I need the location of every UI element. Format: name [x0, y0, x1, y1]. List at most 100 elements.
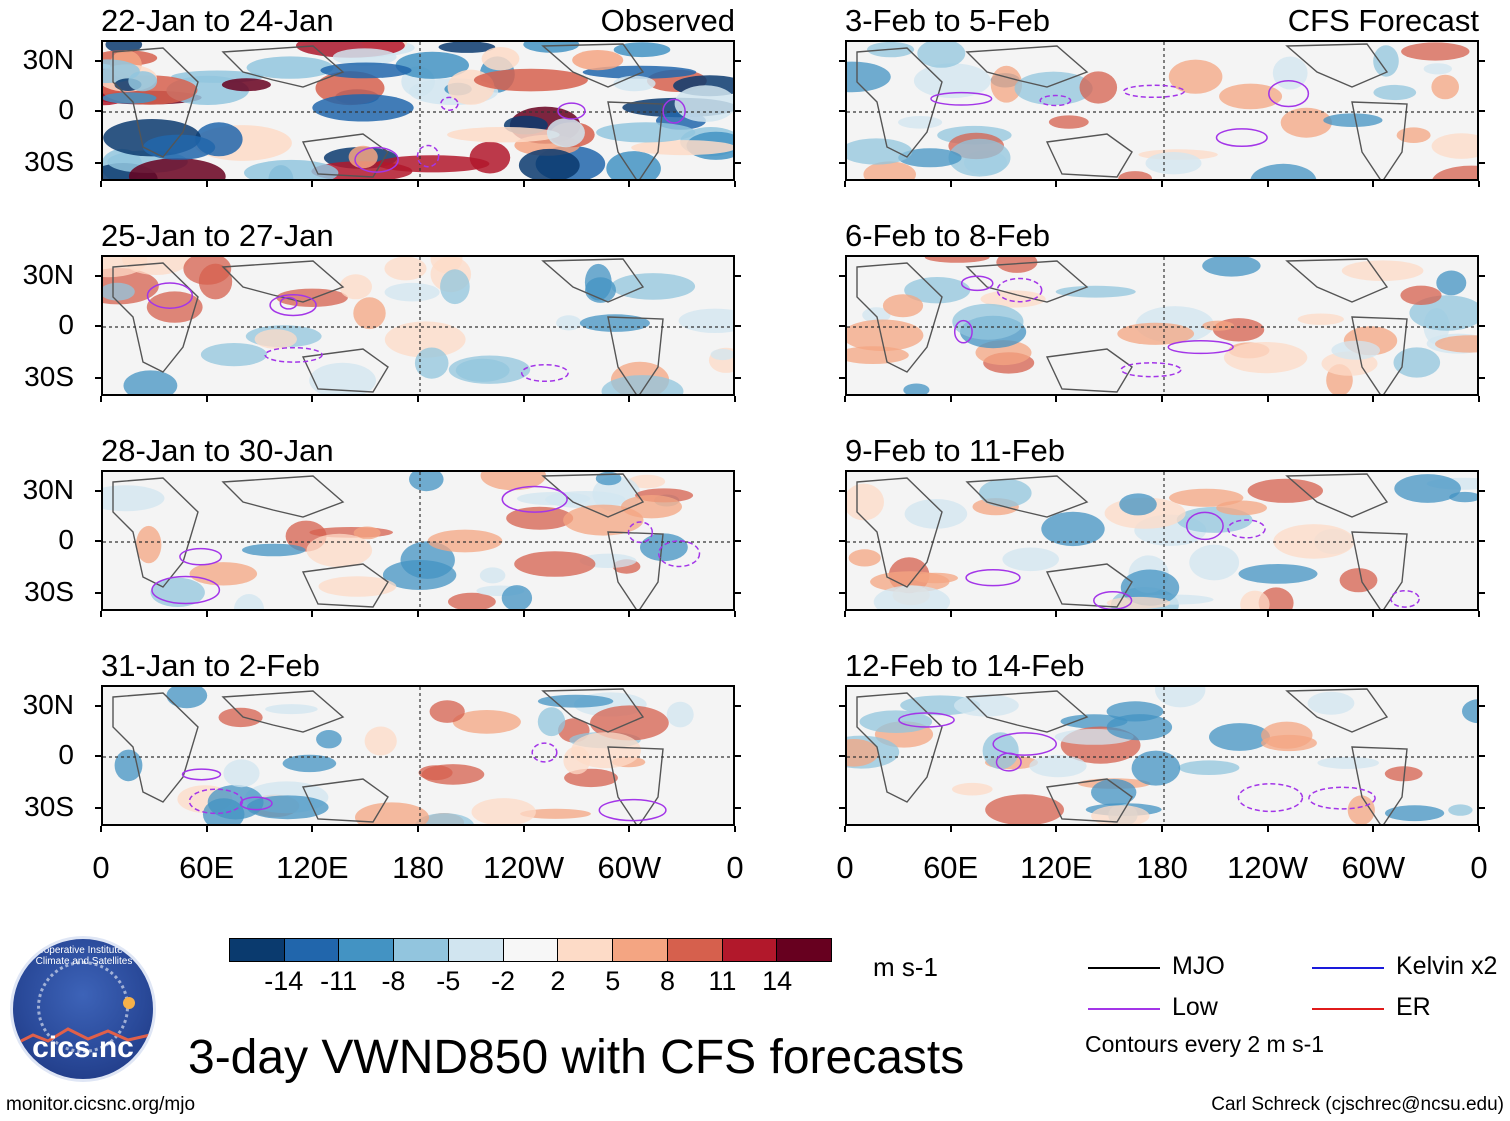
- coastline: [856, 692, 943, 803]
- anomaly-shading: [400, 541, 455, 579]
- low-contour: [1215, 128, 1268, 148]
- lon-tick: [1161, 396, 1163, 402]
- low-contour: [996, 277, 1043, 303]
- lon-tick: [1478, 826, 1480, 832]
- colorbar-swatch: [284, 939, 340, 961]
- low-contour: [239, 796, 273, 811]
- lon-tick: [100, 826, 102, 832]
- anomaly-shading: [415, 813, 474, 824]
- anomaly-shading: [1250, 163, 1317, 179]
- coastline: [965, 690, 1089, 733]
- anomaly-shading: [448, 592, 496, 609]
- anomaly-shading: [631, 140, 733, 156]
- colorbar-tick-label: -2: [491, 966, 516, 996]
- anomaly-shading: [514, 551, 596, 577]
- lat-tick: [1479, 705, 1485, 707]
- anomaly-shading: [246, 795, 329, 820]
- coastline: [541, 473, 645, 518]
- lat-tick: [735, 490, 741, 492]
- colorbar-swatch: [667, 939, 723, 961]
- lat-tick: [839, 110, 845, 112]
- lon-tick: [1372, 611, 1375, 617]
- lon-tick: [628, 181, 631, 187]
- map-canvas: [847, 42, 1477, 179]
- anomaly-shading: [563, 746, 591, 775]
- anomaly-shading: [924, 257, 990, 263]
- longitude-label: 120W: [1227, 850, 1309, 885]
- panel-title: 3-Feb to 5-Feb: [845, 3, 1051, 38]
- anomaly-shading: [546, 118, 585, 148]
- lon-tick: [1372, 181, 1375, 187]
- anomaly-shading: [166, 687, 208, 709]
- lat-tick: [95, 807, 101, 809]
- low-contour: [279, 296, 298, 310]
- lat-tick: [95, 110, 101, 112]
- map-canvas: [103, 472, 733, 609]
- low-contour: [1167, 340, 1234, 355]
- lon-tick: [1055, 396, 1058, 402]
- colorbar-tick-label: 11: [708, 966, 737, 996]
- coastline: [965, 260, 1089, 303]
- anomaly-shading: [1339, 568, 1378, 593]
- anomaly-shading: [1396, 127, 1431, 143]
- coastline: [301, 563, 389, 608]
- low-contour: [953, 319, 973, 344]
- latitude-label: 30S: [24, 576, 74, 607]
- anomaly-shading: [233, 594, 265, 609]
- latitude-label: 30N: [22, 44, 74, 75]
- colorbar-swatch: [722, 939, 778, 961]
- anomaly-shading: [1331, 340, 1380, 360]
- longitude-label: 120W: [483, 850, 565, 885]
- lat-tick: [839, 325, 845, 327]
- panel-title: 22-Jan to 24-Jan: [101, 3, 334, 38]
- lat-tick: [735, 755, 741, 757]
- anomaly-shading: [882, 294, 924, 318]
- lat-tick: [1479, 807, 1485, 809]
- anomaly-shading: [143, 134, 216, 160]
- coastline: [856, 47, 943, 158]
- anomaly-shading: [1431, 133, 1477, 159]
- anomaly-shading: [1373, 45, 1399, 77]
- colorbar-tick-label: 14: [762, 966, 793, 996]
- anomaly-shading: [128, 158, 226, 179]
- latitude-label: 30S: [24, 146, 74, 177]
- anomaly-shading: [898, 116, 943, 129]
- lat-tick: [839, 705, 845, 707]
- coastline: [1045, 348, 1133, 393]
- anomaly-shading: [1431, 74, 1459, 100]
- low-contour: [1039, 94, 1072, 107]
- longitude-label: 60W: [597, 850, 662, 885]
- anomaly-shading: [913, 63, 991, 99]
- anomaly-shading: [265, 704, 318, 715]
- panel-label: Observed: [600, 3, 735, 38]
- anomaly-shading: [218, 707, 263, 728]
- coastline: [301, 348, 389, 393]
- anomaly-shading: [1347, 795, 1375, 824]
- lat-tick: [95, 377, 101, 379]
- coastline: [112, 262, 199, 373]
- lon-tick: [311, 181, 314, 187]
- mountain-icon: [13, 1027, 153, 1047]
- lat-tick: [1479, 490, 1485, 492]
- coastline: [1351, 101, 1408, 179]
- anomaly-shading: [200, 343, 268, 367]
- lat-tick: [735, 705, 741, 707]
- anomaly-shading: [1384, 766, 1423, 782]
- anomaly-shading: [613, 42, 671, 58]
- legend-line: [1088, 1008, 1160, 1010]
- lon-tick: [417, 181, 419, 187]
- lat-tick: [95, 275, 101, 277]
- low-contour: [898, 712, 955, 728]
- colorbar-tick-label: 2: [550, 966, 566, 996]
- anomaly-shading: [596, 122, 696, 143]
- map-panel: [845, 255, 1479, 396]
- anomaly-shading: [678, 308, 733, 333]
- lon-tick: [1055, 826, 1058, 832]
- anomaly-shading: [847, 483, 884, 521]
- anomaly-shading: [1219, 83, 1283, 110]
- lon-tick: [844, 826, 846, 832]
- lat-tick: [1479, 60, 1485, 62]
- lat-tick: [735, 60, 741, 62]
- lat-tick: [1479, 110, 1485, 112]
- anomaly-shading: [221, 78, 271, 92]
